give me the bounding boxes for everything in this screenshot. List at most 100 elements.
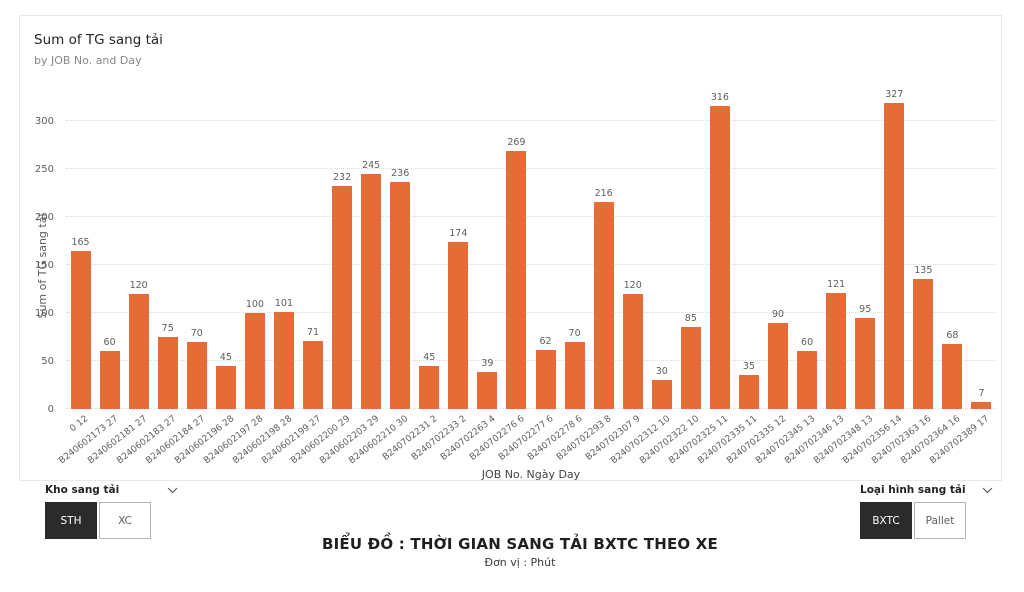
- bar[interactable]: [855, 317, 876, 409]
- bar[interactable]: [419, 365, 440, 409]
- bar[interactable]: [215, 365, 236, 409]
- page-footer: BIỂU ĐỒ : THỜI GIAN SANG TẢI BXTC THEO X…: [0, 535, 1024, 569]
- bar[interactable]: [186, 341, 207, 409]
- bar[interactable]: [332, 186, 353, 409]
- bar-slot: 62: [531, 89, 560, 409]
- bar-slot: 30: [647, 89, 676, 409]
- bar[interactable]: [826, 292, 847, 409]
- bar-slot: 121: [822, 89, 851, 409]
- bar-value-label: 60: [801, 337, 814, 349]
- y-axis-tick-label: 150: [34, 260, 54, 271]
- slicer-kho-sang-tai: Kho sang tải STH XC: [45, 484, 180, 539]
- bar[interactable]: [884, 103, 905, 409]
- chart-subtitle: by JOB No. and Day: [34, 54, 142, 67]
- bar-value-label: 45: [219, 351, 232, 363]
- bar[interactable]: [709, 105, 730, 409]
- bar-value-label: 85: [684, 313, 697, 325]
- bar[interactable]: [622, 293, 643, 409]
- bar[interactable]: [593, 201, 614, 409]
- bar[interactable]: [303, 340, 324, 409]
- y-axis-tick-label: 0: [47, 404, 54, 415]
- bar-slot: 68: [938, 89, 967, 409]
- bar[interactable]: [942, 343, 963, 409]
- y-axis-tick-label: 200: [34, 212, 54, 223]
- bar-slot: 39: [473, 89, 502, 409]
- bar[interactable]: [564, 341, 585, 409]
- y-axis: 0 50 100 150 200 250 300: [20, 89, 60, 415]
- bar-value-label: 68: [946, 329, 959, 341]
- bar-slot: 316: [705, 89, 734, 409]
- plot-area: 165 60 120 75 70 45 100 101 71 232 245 236 45 174 39 26…: [66, 89, 996, 409]
- bar-value-label: 70: [568, 327, 581, 339]
- bar-slot: 120: [124, 89, 153, 409]
- bar[interactable]: [477, 371, 498, 409]
- page-title: BIỂU ĐỒ : THỜI GIAN SANG TẢI BXTC THEO X…: [321, 535, 719, 553]
- bar-value-label: 7: [978, 388, 985, 400]
- bar-slot: 45: [211, 89, 240, 409]
- bar-chart-visual: Sum of TG sang tải by JOB No. and Day Su…: [19, 15, 1002, 481]
- x-axis-title: JOB No. Ngày Day: [481, 468, 581, 481]
- bar-value-label: 165: [71, 236, 90, 248]
- bar-slot: 165: [66, 89, 95, 409]
- chevron-down-icon[interactable]: [982, 487, 993, 494]
- bar-slot: 35: [734, 89, 763, 409]
- bar-value-label: 316: [710, 91, 729, 103]
- slicer-options: STH XC: [45, 502, 180, 539]
- bar-slot: 100: [240, 89, 269, 409]
- bar-value-label: 232: [333, 172, 352, 184]
- gridline: [66, 264, 996, 265]
- bar-slot: 236: [386, 89, 415, 409]
- bar-value-label: 269: [507, 136, 526, 148]
- bar-slot: 101: [269, 89, 298, 409]
- bar[interactable]: [157, 337, 178, 409]
- bar-value-label: 90: [771, 308, 785, 320]
- bar[interactable]: [535, 349, 556, 409]
- bar[interactable]: [448, 242, 469, 409]
- bar-slot: 70: [560, 89, 589, 409]
- bar-value-label: 245: [362, 159, 381, 171]
- slicer-option-xc[interactable]: XC: [99, 502, 151, 539]
- gridline: [66, 168, 996, 169]
- bar-slot: 135: [909, 89, 938, 409]
- bar[interactable]: [70, 250, 91, 409]
- bar-slot: 90: [764, 89, 793, 409]
- chevron-down-icon[interactable]: [167, 487, 178, 494]
- bar[interactable]: [244, 313, 265, 409]
- bar-value-label: 30: [655, 366, 668, 378]
- bar[interactable]: [768, 322, 789, 409]
- bar[interactable]: [651, 380, 672, 409]
- slicer-label: Kho sang tải: [45, 484, 120, 496]
- bar[interactable]: [738, 375, 759, 409]
- gridline: [66, 216, 996, 217]
- slicer-option-bxtc[interactable]: BXTC: [860, 502, 912, 539]
- slicer-header: Kho sang tải: [45, 484, 180, 496]
- bar[interactable]: [797, 351, 818, 409]
- slicer-option-pallet[interactable]: Pallet: [914, 502, 966, 539]
- bar[interactable]: [390, 182, 411, 409]
- bar-value-label: 62: [539, 335, 552, 347]
- bar-value-label: 216: [594, 187, 613, 199]
- bar[interactable]: [273, 312, 294, 409]
- y-axis-tick-label: 300: [34, 116, 54, 127]
- bar[interactable]: [506, 150, 527, 409]
- gridline: [66, 408, 996, 409]
- bar[interactable]: [680, 327, 701, 409]
- bar-slot: 71: [299, 89, 328, 409]
- bar-value-label: 45: [423, 351, 436, 363]
- bar[interactable]: [128, 293, 149, 409]
- bars-container: 165 60 120 75 70 45 100 101 71 232 245 236 45 174 39 26…: [66, 89, 996, 409]
- bar-value-label: 60: [103, 337, 116, 349]
- bar[interactable]: [99, 351, 120, 409]
- slicer-option-sth[interactable]: STH: [45, 502, 97, 539]
- gridline: [66, 360, 996, 361]
- x-axis-tick-label: 0 12: [68, 414, 91, 435]
- bar-slot: 70: [182, 89, 211, 409]
- bar-slot: 45: [415, 89, 444, 409]
- bar-slot: 245: [357, 89, 386, 409]
- bar[interactable]: [971, 402, 992, 409]
- bar[interactable]: [361, 173, 382, 409]
- x-axis: 0 12 B240602173 27 B240602181 27 B240602183…: [57, 411, 996, 467]
- bar-value-label: 95: [859, 303, 872, 315]
- bar-slot: 216: [589, 89, 618, 409]
- bar[interactable]: [913, 279, 934, 409]
